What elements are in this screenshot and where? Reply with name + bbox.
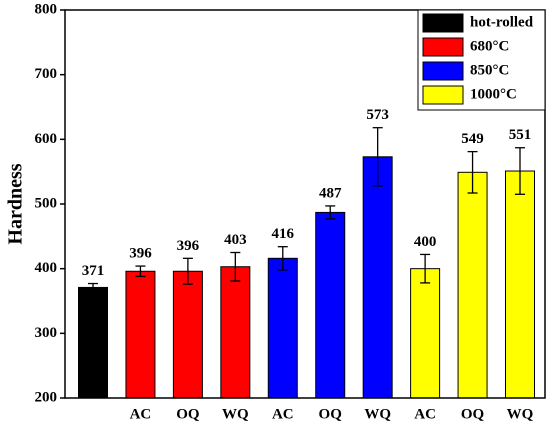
y-tick-label: 800 [35,1,58,17]
bar [315,211,346,399]
data-label: 416 [272,226,295,242]
error-bar [420,253,431,284]
bar [410,268,441,399]
x-tick-label: OQ [461,406,485,422]
legend-swatch [422,37,464,57]
bar [172,270,203,399]
data-label: 396 [129,246,152,262]
data-label: 487 [319,185,342,201]
x-tick-label: AC [272,406,294,422]
data-label: 403 [224,232,247,248]
error-bar [230,251,241,282]
legend-swatch [422,61,464,81]
data-label: 551 [509,127,532,143]
x-tick-label: OQ [176,406,200,422]
error-bar [515,147,525,195]
data-label: 396 [177,238,200,254]
error-bar [467,150,478,194]
bar [267,257,298,399]
error-bar [325,205,336,220]
data-label: 573 [366,107,389,123]
legend-label: 850°C [470,62,509,78]
data-label: 400 [414,234,437,250]
y-tick-label: 500 [35,195,58,211]
y-axis-label: Hardness [5,163,27,244]
plot-frame [64,9,546,399]
error-bar [277,246,288,271]
data-label: 549 [461,131,484,147]
x-tick-label: AC [130,406,152,422]
y-tick-label: 300 [35,325,58,341]
y-tick-label: 200 [35,389,58,405]
error-bar [372,127,383,187]
error-bar [88,282,98,292]
y-tick-label: 600 [35,131,58,147]
data-label: 371 [82,263,105,279]
x-tick-label: AC [414,406,436,422]
y-tick-label: 700 [35,66,58,82]
bar [78,286,108,399]
bar [125,270,156,399]
error-bar [135,265,146,278]
legend-label: 1000°C [470,86,517,102]
legend-swatch [422,85,464,105]
y-tick-label: 400 [35,260,58,276]
legend-swatch [422,13,464,33]
legend-label: hot-rolled [470,14,534,30]
legend-label: 680°C [470,38,509,54]
x-tick-label: WQ [364,406,391,422]
bar [505,170,535,399]
bar [362,156,393,399]
x-tick-label: WQ [222,406,249,422]
x-tick-label: WQ [507,406,534,422]
bar [220,266,251,399]
bar [457,171,488,399]
error-bar [182,257,193,285]
x-tick-label: OQ [319,406,343,422]
